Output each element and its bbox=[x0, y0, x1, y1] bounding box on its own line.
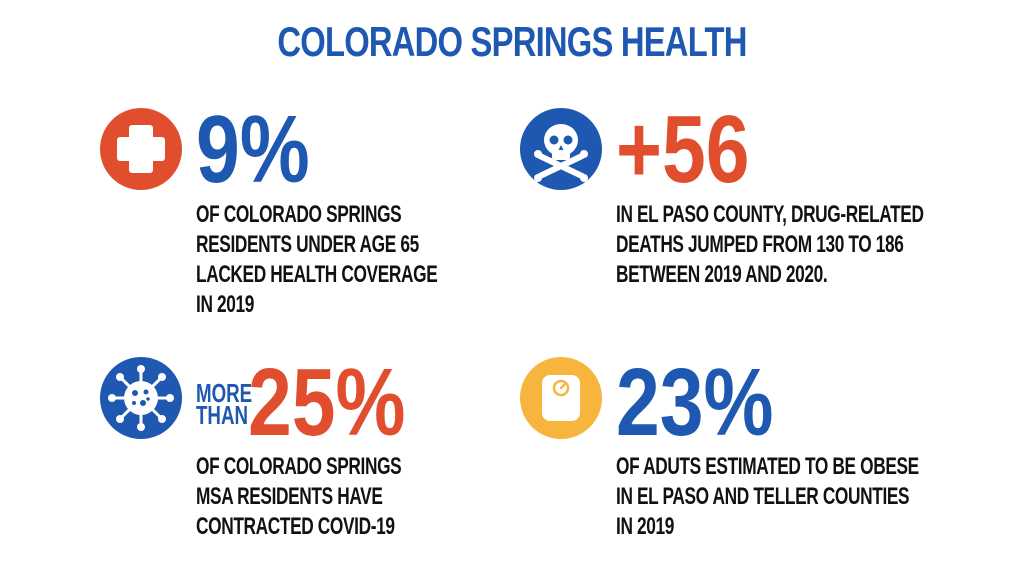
description-line: RESIDENTS UNDER AGE 65 bbox=[196, 231, 419, 258]
stat-value-coverage: 9% bbox=[196, 96, 310, 203]
than-label: THAN bbox=[196, 400, 248, 430]
description-line: BETWEEN 2019 AND 2020. bbox=[616, 261, 828, 288]
description-line: OF COLORADO SPRINGS bbox=[196, 201, 402, 228]
more-than-label: MORE THAN bbox=[196, 378, 253, 430]
virus-icon bbox=[100, 357, 182, 439]
stat-value-drug-deaths: +56 bbox=[616, 96, 750, 203]
skull-crossbones-icon bbox=[520, 108, 602, 190]
scale-icon bbox=[520, 357, 602, 439]
description-line: MSA RESIDENTS HAVE bbox=[196, 483, 383, 510]
description-line: IN EL PASO COUNTY, DRUG-RELATED bbox=[616, 201, 924, 228]
description-line: IN 2019 bbox=[616, 513, 675, 540]
description-line: DEATHS JUMPED FROM 130 TO 186 bbox=[616, 231, 904, 258]
description-line: IN 2019 bbox=[196, 291, 255, 318]
medical-cross-icon bbox=[100, 108, 182, 190]
description-line: IN EL PASO AND TELLER COUNTIES bbox=[616, 483, 910, 510]
stat-description-coverage: OF COLORADO SPRINGS RESIDENTS UNDER AGE … bbox=[196, 200, 438, 320]
stat-description-covid: OF COLORADO SPRINGS MSA RESIDENTS HAVE C… bbox=[196, 452, 402, 542]
more-label: MORE bbox=[196, 378, 253, 408]
stat-value-obesity: 23% bbox=[616, 349, 774, 456]
description-line: OF COLORADO SPRINGS bbox=[196, 453, 402, 480]
description-line: LACKED HEALTH COVERAGE bbox=[196, 261, 438, 288]
stat-value-covid: 25% bbox=[248, 349, 406, 456]
description-line: OF ADUTS ESTIMATED TO BE OBESE bbox=[616, 453, 919, 480]
stat-description-drug-deaths: IN EL PASO COUNTY, DRUG-RELATED DEATHS J… bbox=[616, 200, 924, 290]
stat-description-obesity: OF ADUTS ESTIMATED TO BE OBESE IN EL PAS… bbox=[616, 452, 919, 542]
description-line: CONTRACTED COVID-19 bbox=[196, 513, 395, 540]
page-title: COLORADO SPRINGS HEALTH bbox=[277, 18, 747, 65]
